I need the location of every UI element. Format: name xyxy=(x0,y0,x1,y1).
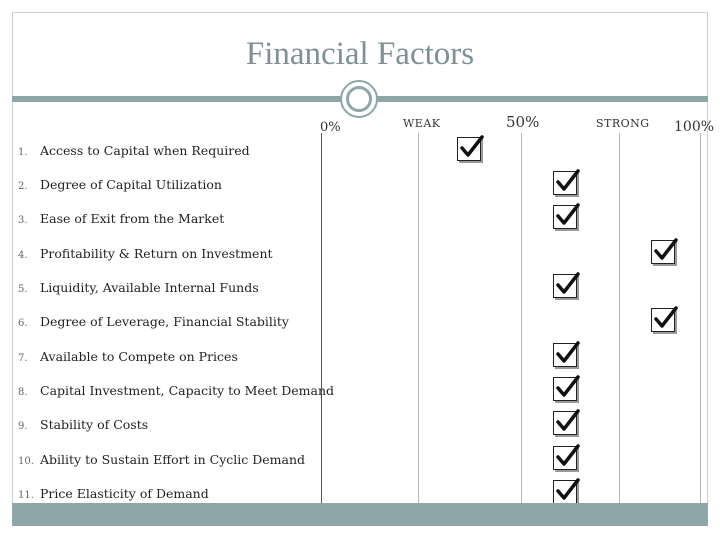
factor-item: 3. Ease of Exit from the Market xyxy=(18,211,224,226)
factor-item: 4. Profitability & Return on Investment xyxy=(18,246,273,261)
factor-label: Access to Capital when Required xyxy=(40,143,250,158)
circle-ornament-inner xyxy=(346,86,372,112)
factor-number: 10. xyxy=(18,456,34,467)
factor-number: 6. xyxy=(18,318,28,329)
checkmark-box-icon xyxy=(553,478,580,504)
checkmark-box-icon xyxy=(553,375,580,401)
scale-label-strong: STRONG xyxy=(596,117,650,130)
factor-item: 6. Degree of Leverage, Financial Stabilit… xyxy=(18,314,289,329)
factor-label: Ability to Sustain Effort in Cyclic Dema… xyxy=(40,452,306,467)
factor-label: Degree of Leverage, Financial Stability xyxy=(40,314,289,329)
checkmark-box-icon xyxy=(553,409,580,435)
grid-line xyxy=(521,133,522,503)
factor-item: 11. Price Elasticity of Demand xyxy=(18,486,209,501)
factor-label: Available to Compete on Prices xyxy=(40,349,238,364)
factor-number: 7. xyxy=(18,353,28,364)
grid-line xyxy=(321,133,322,503)
factor-label: Ease of Exit from the Market xyxy=(40,211,225,226)
checkmark-box-icon xyxy=(553,341,580,367)
checkmark-box-icon xyxy=(553,169,580,195)
factor-item: 2. Degree of Capital Utilization xyxy=(18,177,222,192)
circle-ornament-icon xyxy=(340,80,378,118)
factor-number: 5. xyxy=(18,284,28,295)
slide-title: Financial Factors xyxy=(245,36,475,72)
scale-label-weak: WEAK xyxy=(403,117,441,130)
factor-number: 3. xyxy=(18,215,28,226)
factor-label: Degree of Capital Utilization xyxy=(40,177,222,192)
scale-label-50: 50% xyxy=(506,113,540,131)
checkmark-box-icon xyxy=(553,203,580,229)
factor-number: 4. xyxy=(18,250,28,261)
factor-number: 8. xyxy=(18,387,28,398)
factor-item: 8. Capital Investment, Capacity to Meet D… xyxy=(18,383,334,398)
checkmark-box-icon xyxy=(651,306,678,332)
grid-line xyxy=(700,133,701,503)
factor-label: Price Elasticity of Demand xyxy=(40,486,209,501)
factor-label: Stability of Costs xyxy=(40,417,149,432)
scale-label-100: 100% xyxy=(674,119,715,135)
grid-line xyxy=(619,133,620,503)
factor-item: 9. Stability of Costs xyxy=(18,417,148,432)
factor-number: 1. xyxy=(18,147,28,158)
checkmark-box-icon xyxy=(553,272,580,298)
factor-item: 5. Liquidity, Available Internal Funds xyxy=(18,280,259,295)
footer-band xyxy=(12,503,708,526)
checkmark-box-icon xyxy=(553,444,580,470)
scale-label-0: 0% xyxy=(320,120,341,135)
factor-number: 9. xyxy=(18,421,28,432)
factor-label: Capital Investment, Capacity to Meet Dem… xyxy=(40,383,335,398)
factor-item: 10. Ability to Sustain Effort in Cyclic D… xyxy=(18,452,305,467)
factor-number: 11. xyxy=(18,490,34,501)
grid-line xyxy=(418,133,419,503)
factor-number: 2. xyxy=(18,181,28,192)
factor-item: 7. Available to Compete on Prices xyxy=(18,349,238,364)
factor-item: 1. Access to Capital when Required xyxy=(18,143,250,158)
factor-label: Liquidity, Available Internal Funds xyxy=(40,280,259,295)
checkmark-box-icon xyxy=(457,135,484,161)
factor-label: Profitability & Return on Investment xyxy=(40,246,273,261)
checkmark-box-icon xyxy=(651,238,678,264)
